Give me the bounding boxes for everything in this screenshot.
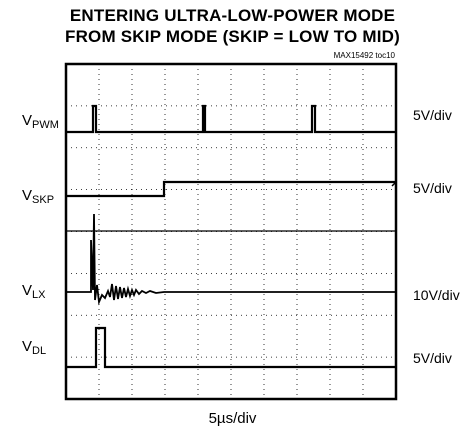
trace-label-vdl: VDL <box>22 338 47 357</box>
figure-id: MAX15492 toc10 <box>333 51 395 60</box>
trace-vpwm <box>66 104 396 134</box>
scale-label-vlx: 10V/div <box>413 287 460 303</box>
scale-label-vskp: 5V/div <box>413 180 452 196</box>
trace-label-vskp: VSKP <box>22 187 55 206</box>
scale-label-vpwm: 5V/div <box>413 107 452 123</box>
chart-title-line-1: ENTERING ULTRA-LOW-POWER MODE <box>69 6 396 25</box>
trace-vlx <box>66 213 396 306</box>
trace-vskp <box>66 180 396 198</box>
scale-label-vdl: 5V/div <box>413 350 452 366</box>
trace-label-vlx: VLX <box>22 282 46 301</box>
trace-vskp-marker <box>391 181 397 187</box>
chart-title-line-2: FROM SKIP MODE (SKIP = LOW TO MID) <box>64 27 400 46</box>
trace-vdl <box>66 326 396 369</box>
trace-label-vpwm: VPWM <box>22 112 59 131</box>
time-scale-label: 5µs/div <box>208 410 257 427</box>
